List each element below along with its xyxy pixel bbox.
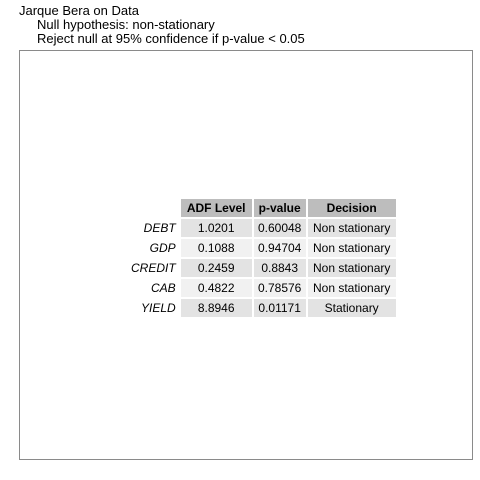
results-table: ADF Level p-value Decision DEBT 1.0201 0… xyxy=(125,197,398,319)
table-row: GDP 0.1088 0.94704 Non stationary xyxy=(127,239,396,257)
row-label-gdp: GDP xyxy=(149,241,176,255)
page-title: Jarque Bera on Data xyxy=(19,3,139,18)
decision-cell: Non stationary xyxy=(307,259,396,277)
decision-cell: Non stationary xyxy=(307,279,396,297)
p-value-cell: 0.8843 xyxy=(253,259,306,277)
table-header-row: ADF Level p-value Decision xyxy=(127,199,396,217)
p-value-cell: 0.01171 xyxy=(253,299,306,317)
row-label-debt: DEBT xyxy=(143,221,176,235)
adf-level-cell: 1.0201 xyxy=(180,219,252,237)
table-row: CAB 0.4822 0.78576 Non stationary xyxy=(127,279,396,297)
adf-level-cell: 0.2459 xyxy=(180,259,252,277)
table-corner-cell xyxy=(127,199,179,217)
decision-cell: Non stationary xyxy=(307,239,396,257)
row-label-yield: YIELD xyxy=(140,301,176,315)
adf-level-cell: 0.4822 xyxy=(180,279,252,297)
p-value-cell: 0.78576 xyxy=(253,279,306,297)
row-label-credit: CREDIT xyxy=(131,261,176,275)
column-header-decision: Decision xyxy=(307,199,396,217)
column-header-p-value: p-value xyxy=(253,199,306,217)
rejection-rule-text: Reject null at 95% confidence if p-value… xyxy=(37,31,305,46)
table-row: CREDIT 0.2459 0.8843 Non stationary xyxy=(127,259,396,277)
results-panel: ADF Level p-value Decision DEBT 1.0201 0… xyxy=(19,50,473,460)
table-row: DEBT 1.0201 0.60048 Non stationary xyxy=(127,219,396,237)
decision-cell: Non stationary xyxy=(307,219,396,237)
null-hypothesis-text: Null hypothesis: non-stationary xyxy=(37,17,215,32)
column-header-adf-level: ADF Level xyxy=(180,199,252,217)
adf-level-cell: 0.1088 xyxy=(180,239,252,257)
row-label-cab: CAB xyxy=(150,281,176,295)
adf-level-cell: 8.8946 xyxy=(180,299,252,317)
p-value-cell: 0.94704 xyxy=(253,239,306,257)
table-row: YIELD 8.8946 0.01171 Stationary xyxy=(127,299,396,317)
p-value-cell: 0.60048 xyxy=(253,219,306,237)
decision-cell: Stationary xyxy=(307,299,396,317)
